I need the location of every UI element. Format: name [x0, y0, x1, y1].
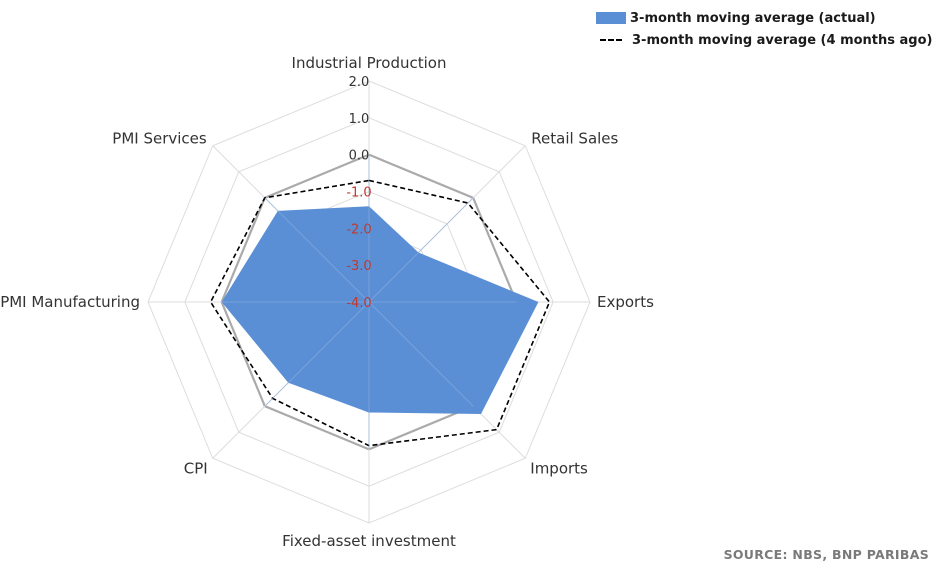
source-note: SOURCE: NBS, BNP PARIBAS: [723, 547, 929, 562]
legend-swatch-actual: [596, 12, 626, 24]
legend-item-4-months-ago: 3-month moving average (4 months ago): [596, 29, 933, 51]
axis-labels: Industrial Production Retail Sales Exports…: [0, 54, 654, 550]
inner-spoke-cpi: [264, 301, 370, 407]
axis-label-exports: Exports: [597, 293, 654, 311]
legend-label-actual: 3-month moving average (actual): [630, 10, 876, 26]
axis-label-pmi-manufacturing: PMI Manufacturing: [0, 293, 140, 311]
axis-label-imports: Imports: [530, 459, 588, 477]
inner-spoke-imports: [368, 301, 474, 407]
tick-label: -1.0: [346, 186, 371, 201]
axis-label-fixed-asset-investment: Fixed-asset investment: [282, 532, 456, 550]
series-area-actual: [221, 206, 539, 414]
axis-label-cpi: CPI: [184, 459, 208, 477]
tick-label: 2.0: [349, 75, 370, 90]
axis-label-pmi-services: PMI Services: [112, 130, 207, 148]
legend-item-actual: 3-month moving average (actual): [596, 7, 933, 29]
tick-label: 0.0: [349, 149, 370, 164]
tick-labels: 2.0 1.0 0.0 -1.0 -2.0 -3.0 -4.0: [346, 75, 371, 311]
inner-spoke-pmi-services: [264, 197, 370, 303]
series-layer: [209, 154, 551, 450]
tick-label: -4.0: [346, 296, 371, 311]
inner-spoke-retail-sales: [368, 197, 474, 303]
tick-label: -3.0: [346, 259, 371, 274]
legend: 3-month moving average (actual) 3-month …: [596, 7, 933, 51]
legend-label-4-months-ago: 3-month moving average (4 months ago): [632, 32, 933, 48]
legend-swatch-4-months-ago: [600, 39, 622, 41]
axis-label-retail-sales: Retail Sales: [531, 130, 618, 148]
tick-label: -2.0: [346, 222, 371, 237]
axis-label-industrial-production: Industrial Production: [292, 54, 447, 72]
tick-label: 1.0: [349, 112, 370, 127]
